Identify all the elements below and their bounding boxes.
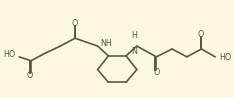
Text: H: H xyxy=(131,31,137,40)
Text: O: O xyxy=(27,71,33,80)
Text: HO: HO xyxy=(219,53,231,62)
Text: O: O xyxy=(153,68,160,77)
Text: O: O xyxy=(72,19,78,28)
Text: N: N xyxy=(131,47,137,56)
Text: NH: NH xyxy=(101,39,112,48)
Text: O: O xyxy=(197,30,204,39)
Text: HO: HO xyxy=(3,50,15,59)
